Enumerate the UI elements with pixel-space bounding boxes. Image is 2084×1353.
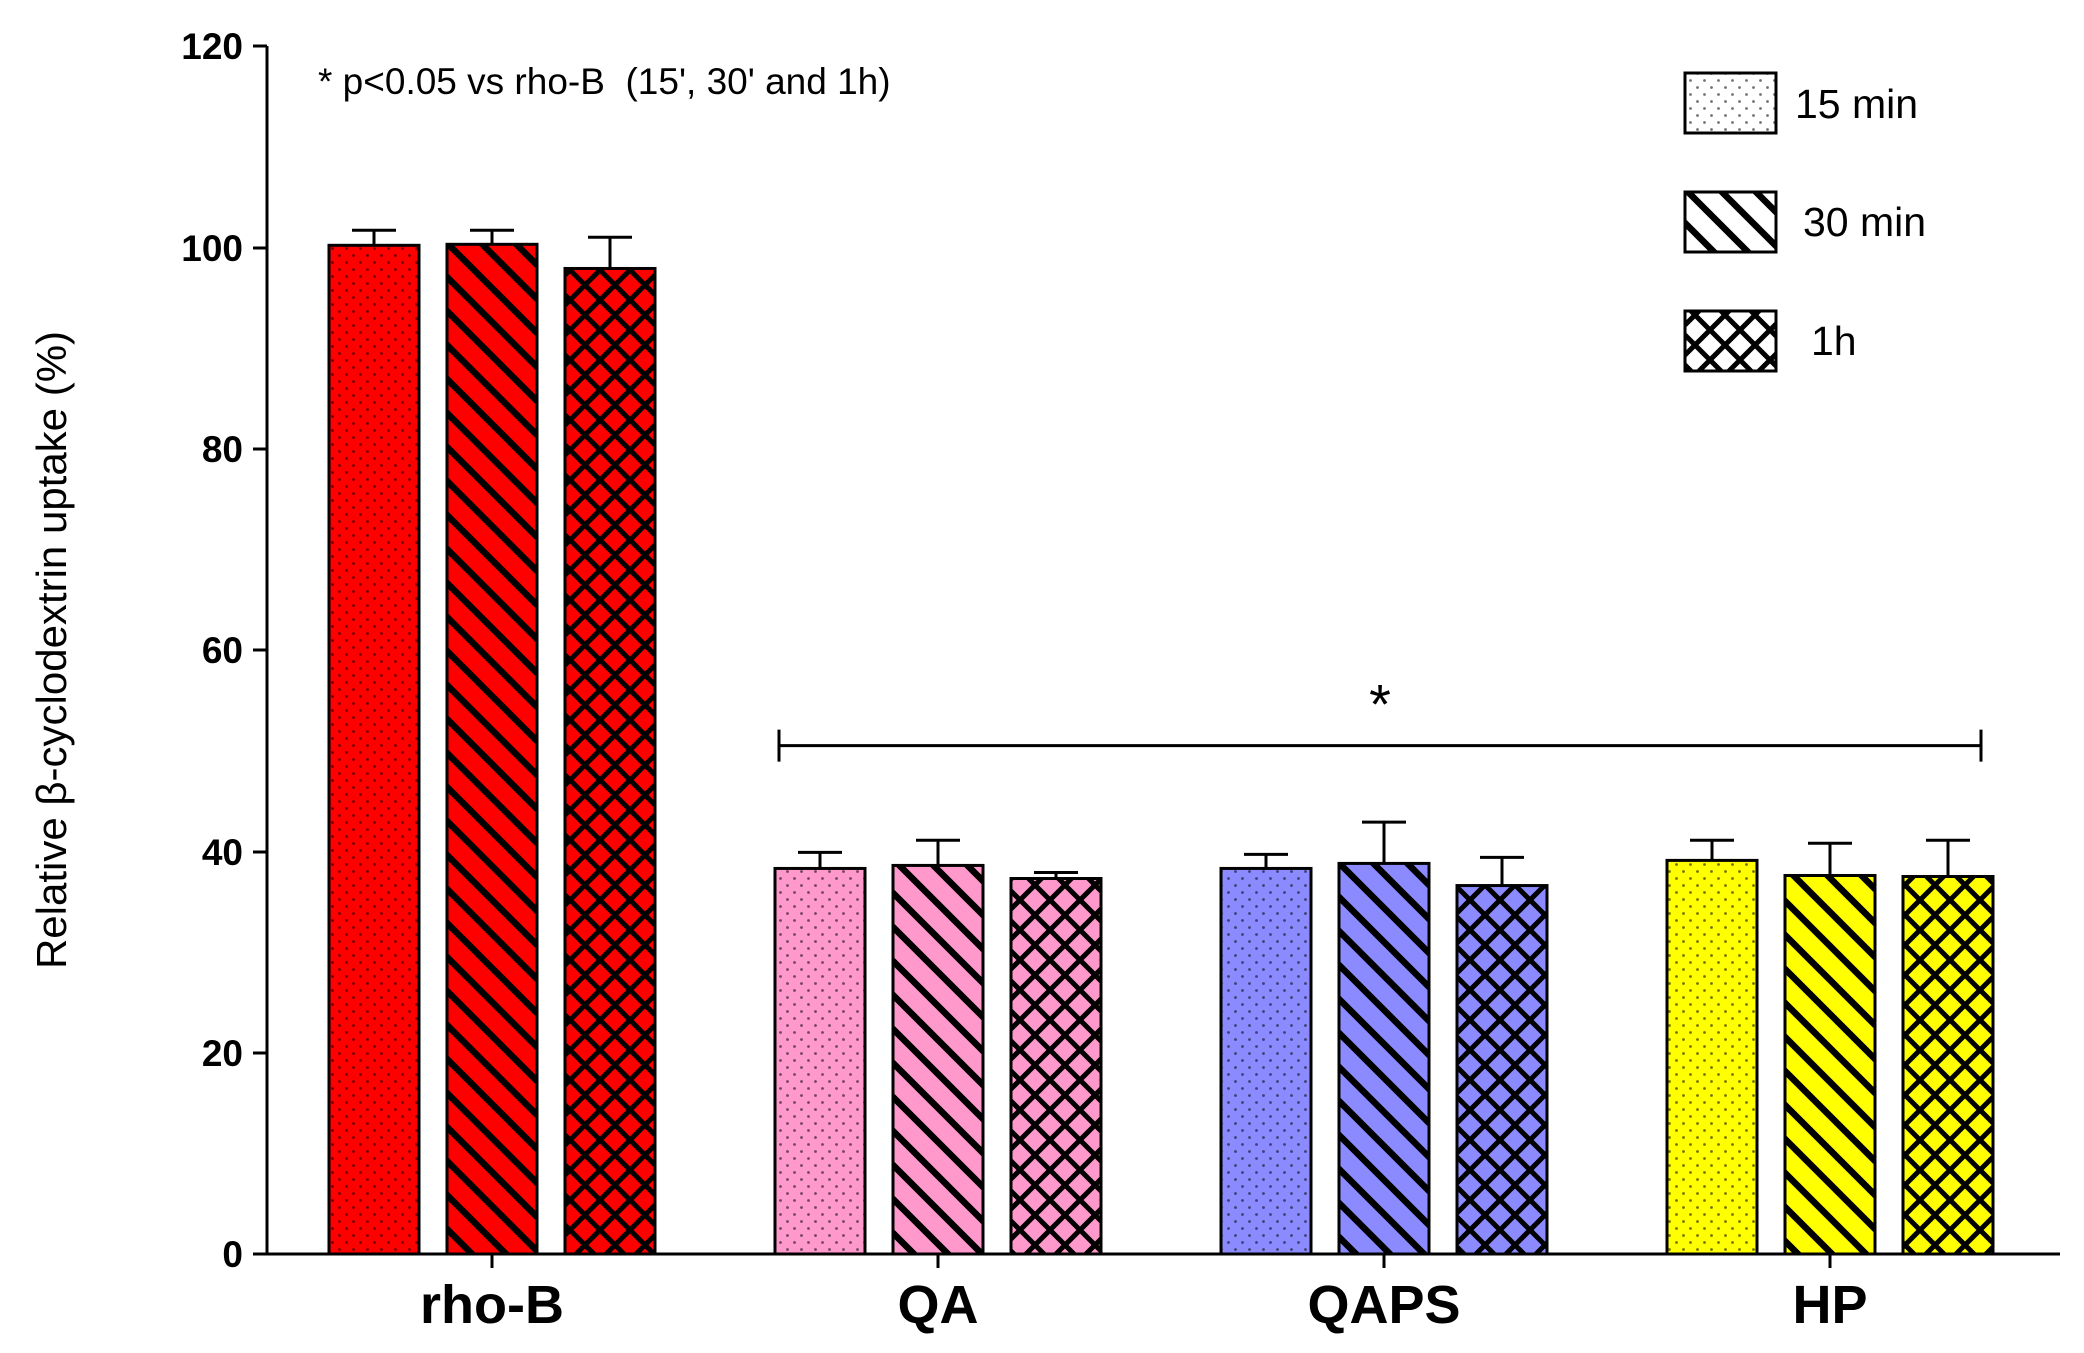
bar-pattern-qa-1h — [1009, 877, 1103, 1256]
bar-pattern-qa-30-min — [891, 863, 985, 1256]
legend-label-15-min: 15 min — [1795, 81, 1918, 127]
y-ticks: 0 20 40 60 80 100 120 — [181, 26, 267, 1275]
y-axis-label: Relative β-cyclodextrin uptake (%) — [28, 331, 75, 969]
bar-pattern-rho-b-15-min — [327, 243, 421, 1256]
bar-pattern-qaps-1h — [1455, 884, 1549, 1256]
legend-swatch-1h — [1683, 309, 1778, 373]
y-tick-label-100: 100 — [181, 228, 243, 269]
legend-swatch-15-min — [1683, 71, 1778, 135]
legend-label-30-min: 30 min — [1803, 199, 1926, 245]
p-value-annotation: * p<0.05 vs rho-B (15', 30' and 1h) — [318, 61, 891, 102]
legend: 15 min 30 min 1h — [1683, 71, 1926, 373]
bar-pattern-qaps-30-min — [1337, 861, 1431, 1256]
category-label-qa: QA — [898, 1275, 979, 1335]
category-label-qaps: QAPS — [1307, 1275, 1460, 1335]
bar-pattern-rho-b-30-min — [445, 242, 539, 1256]
category-label-hp: HP — [1792, 1275, 1867, 1335]
bar-group — [327, 228, 1995, 1256]
legend-label-1h: 1h — [1811, 318, 1857, 364]
bar-pattern-qaps-15-min — [1219, 866, 1313, 1256]
x-ticks: rho-B QA QAPS HP — [420, 1254, 1868, 1335]
y-tick-label-80: 80 — [202, 429, 243, 470]
y-tick-label-0: 0 — [222, 1234, 243, 1275]
y-tick-label-60: 60 — [202, 630, 243, 671]
category-label-rho-b: rho-B — [420, 1275, 564, 1335]
bar-pattern-rho-b-1h — [563, 266, 657, 1256]
bar-pattern-hp-15-min — [1665, 858, 1759, 1256]
y-tick-label-40: 40 — [202, 832, 243, 873]
bar-pattern-qa-15-min — [773, 866, 867, 1256]
significance-star: * — [1369, 673, 1391, 736]
significance-bracket: * — [777, 673, 1983, 762]
y-tick-label-120: 120 — [181, 26, 243, 67]
legend-swatch-30-min — [1683, 190, 1778, 254]
bar-pattern-hp-30-min — [1783, 873, 1877, 1256]
bar-pattern-hp-1h — [1901, 875, 1995, 1256]
y-tick-label-20: 20 — [202, 1033, 243, 1074]
